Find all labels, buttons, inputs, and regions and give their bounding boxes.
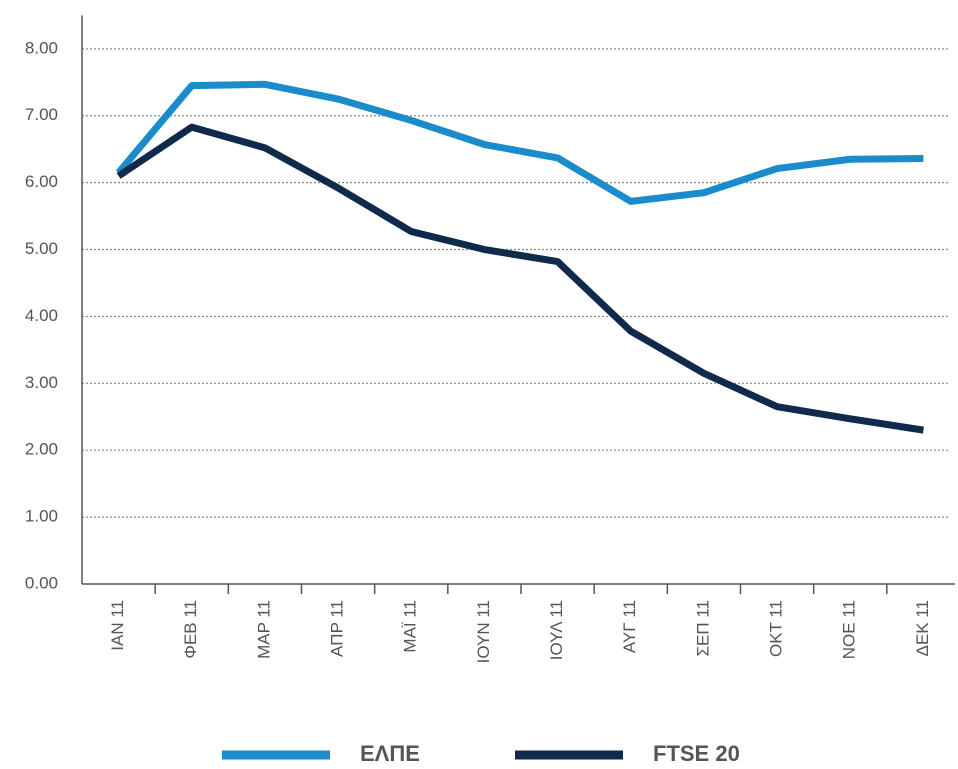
- y-tick-label: 2.00: [25, 440, 58, 459]
- x-tick-label: ΙΟΥΝ 11: [474, 600, 493, 663]
- x-tick-label: ΦΕΒ 11: [181, 600, 200, 659]
- y-tick-label: 1.00: [25, 507, 58, 526]
- x-tick-label: ΝΟΕ 11: [840, 600, 859, 659]
- y-tick-label: 6.00: [25, 172, 58, 191]
- y-tick-label: 5.00: [25, 239, 58, 258]
- x-tick-label: ΜΑΪ 11: [401, 600, 420, 653]
- y-tick-label: 3.00: [25, 373, 58, 392]
- x-tick-label: ΟΚΤ 11: [767, 600, 786, 657]
- x-tick-label: ΙΑΝ 11: [108, 600, 127, 651]
- x-tick-label: ΑΥΓ 11: [620, 600, 639, 653]
- line: [115, 80, 924, 205]
- y-tick-label: 4.00: [25, 306, 58, 325]
- y-tick-label: 0.00: [25, 573, 58, 592]
- x-tick-label: ΔΕΚ 11: [913, 600, 932, 656]
- x-tick-label: ΙΟΥΛ 11: [547, 600, 566, 660]
- y-tick-label: 8.00: [25, 38, 58, 57]
- y-tick-label: 7.00: [25, 105, 58, 124]
- legend-label: FTSE 20: [653, 741, 740, 766]
- x-tick-label: ΣΕΠ 11: [693, 600, 712, 657]
- line: [116, 123, 924, 434]
- x-tick-label: ΜΑΡ 11: [254, 600, 273, 659]
- legend-label: ΕΛΠΕ: [360, 741, 420, 766]
- x-tick-label: ΑΠΡ 11: [328, 600, 347, 657]
